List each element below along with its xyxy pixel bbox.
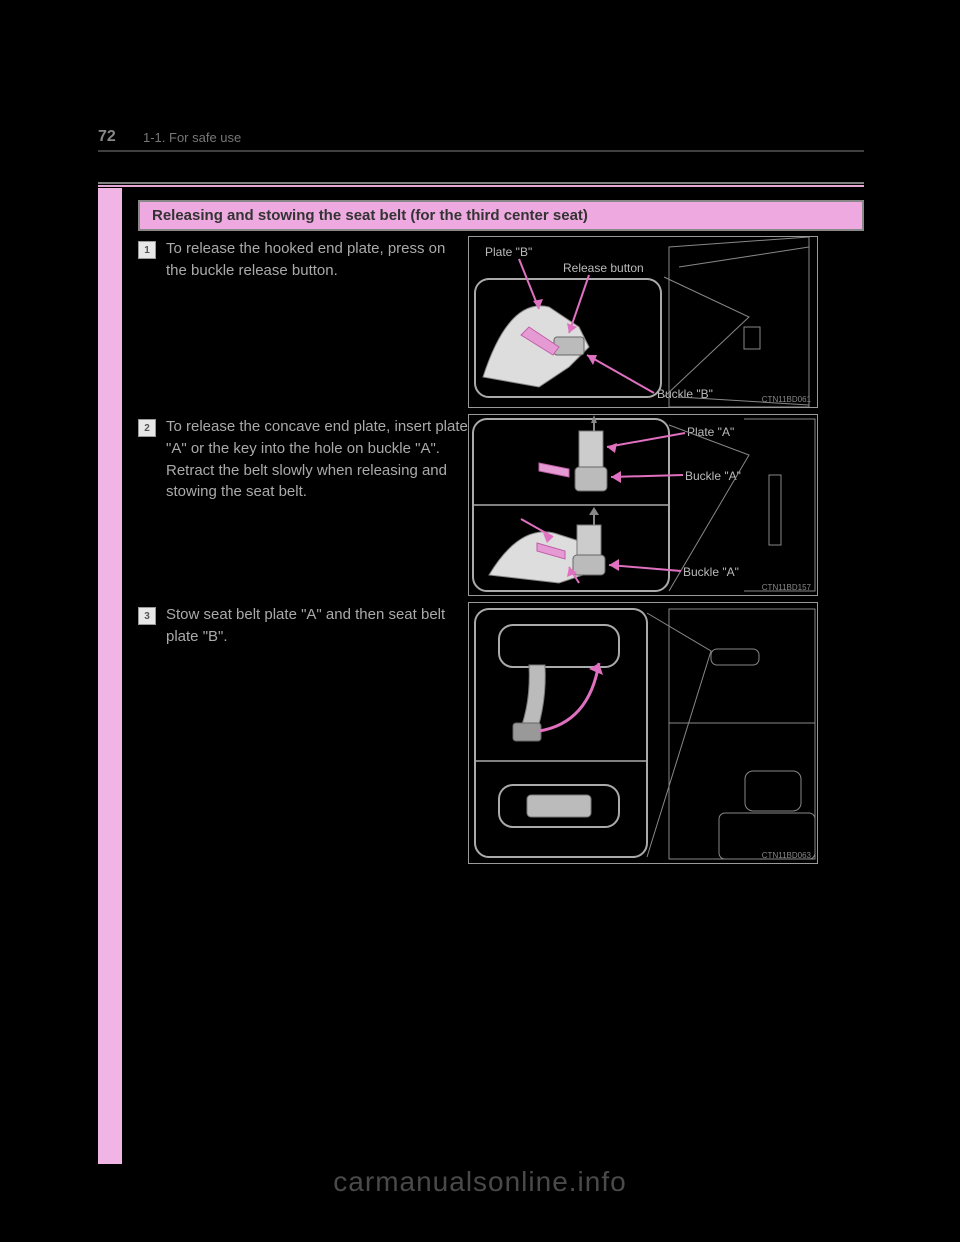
step-1: 1 To release the hooked end plate, press…: [138, 236, 864, 408]
section-title: Releasing and stowing the seat belt (for…: [138, 200, 864, 231]
diagram-svg: [469, 237, 818, 408]
step-number-badge: 3: [138, 607, 156, 625]
divider-pink: [98, 185, 864, 187]
diagram-2: Plate "A" Buckle "A" Plate "A" Plate "B"…: [468, 414, 818, 596]
watermark: carmanualsonline.info: [333, 1166, 626, 1198]
step-3: 3 Stow seat belt plate "A" and then seat…: [138, 602, 864, 864]
step-text: To release the hooked end plate, press o…: [166, 238, 468, 282]
diagram-svg: [469, 415, 818, 596]
diagram-1: Plate "B" Release button Buckle "B" CTN1…: [468, 236, 818, 408]
divider-top: [98, 150, 864, 152]
sidebar-stripe: [98, 188, 122, 1164]
divider-mid: [98, 182, 864, 184]
step-number-badge: 1: [138, 241, 156, 259]
content-area: 1 To release the hooked end plate, press…: [138, 236, 864, 870]
step-2: 2 To release the concave end plate, inse…: [138, 414, 864, 596]
step-number-badge: 2: [138, 419, 156, 437]
breadcrumb: 1-1. For safe use: [143, 130, 241, 145]
step-text: Stow seat belt plate "A" and then seat b…: [166, 604, 468, 648]
page-number: 72: [98, 128, 116, 146]
diagram-svg: [469, 603, 818, 864]
step-text: To release the concave end plate, insert…: [166, 416, 468, 503]
diagram-3: CTN11BD063: [468, 602, 818, 864]
